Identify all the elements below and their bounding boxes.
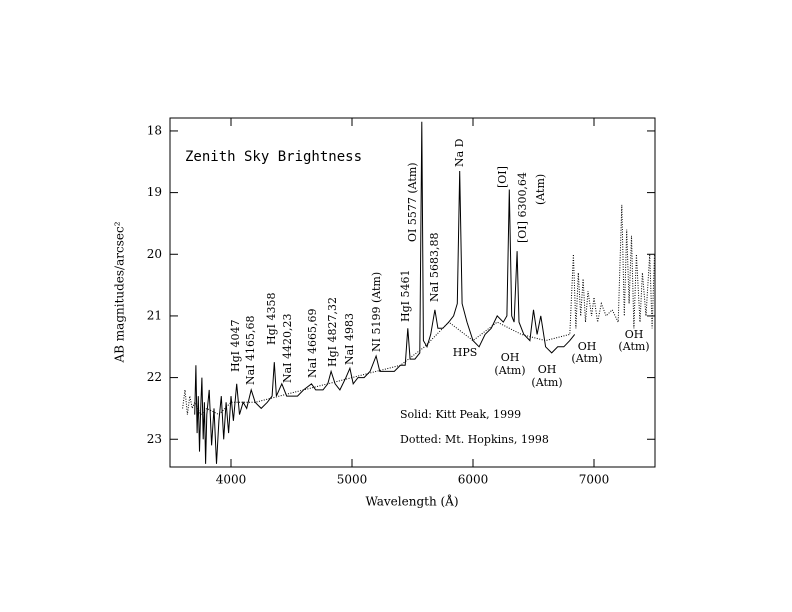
y-tick-label: 23 xyxy=(147,432,162,446)
line-annotation: OI 5577 (Atm) xyxy=(406,162,419,242)
x-axis-label: Wavelength (Å) xyxy=(365,494,458,509)
line-annotation: [OI] 6300,64 xyxy=(516,172,529,243)
legend-label: Dotted: Mt. Hopkins, 1998 xyxy=(400,433,549,446)
chart-title: Zenith Sky Brightness xyxy=(185,149,362,165)
line-annotation: NI 5199 (Atm) xyxy=(370,272,383,352)
line-annotation: (Atm) xyxy=(618,340,649,353)
line-annotation: NaI 4665,69 xyxy=(306,308,319,378)
x-tick-label: 5000 xyxy=(337,473,368,487)
line-annotation: (Atm) xyxy=(534,174,547,205)
line-annotation: NaI 4420,23 xyxy=(281,313,294,383)
legend-label: Solid: Kitt Peak, 1999 xyxy=(400,408,521,421)
plot-frame xyxy=(169,117,656,468)
line-annotation: (Atm) xyxy=(494,364,525,377)
line-annotation: NaI 5683,88 xyxy=(428,232,441,302)
line-annotation: NaI 4983 xyxy=(343,313,356,365)
line-annotation: OH xyxy=(538,363,557,376)
line-annotation: OH xyxy=(625,328,644,341)
y-tick-label: 21 xyxy=(147,308,162,322)
x-tick-label: 6000 xyxy=(458,473,489,487)
line-annotation: HgI 5461 xyxy=(399,270,412,322)
y-axis-label: AB magnitudes/arcsec² xyxy=(113,221,127,363)
line-annotation: HgI 4827,32 xyxy=(326,297,339,367)
line-annotation: HPS xyxy=(453,346,478,359)
line-annotation: OH xyxy=(578,340,597,353)
y-tick-label: 22 xyxy=(147,370,162,384)
line-annotation: (Atm) xyxy=(531,376,562,389)
x-tick-label: 4000 xyxy=(216,473,247,487)
line-annotation: HgI 4358 xyxy=(265,293,278,345)
line-annotation: HgI 4047 xyxy=(229,320,242,372)
y-tick-label: 18 xyxy=(147,123,162,137)
line-annotation: OH xyxy=(501,351,520,364)
x-tick-label: 7000 xyxy=(579,473,610,487)
line-annotation: Na D xyxy=(453,138,466,167)
spectrum-line xyxy=(194,121,576,464)
line-annotation: NaI 4165,68 xyxy=(244,315,257,385)
spectrum-line xyxy=(182,204,655,416)
line-annotation: [OI] xyxy=(496,166,509,188)
y-tick-label: 19 xyxy=(147,185,162,199)
y-tick-label: 20 xyxy=(147,247,162,261)
line-annotation: (Atm) xyxy=(571,352,602,365)
